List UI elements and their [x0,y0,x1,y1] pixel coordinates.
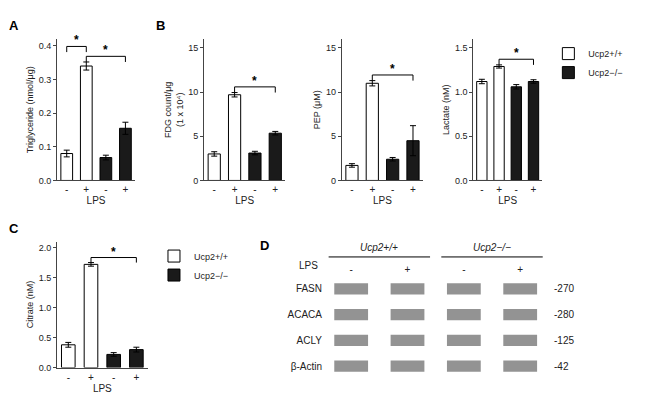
svg-text:-: - [391,184,394,195]
svg-text:-: - [349,264,352,275]
svg-text:0.4: 0.4 [39,41,52,51]
svg-text:Ucp2+/+: Ucp2+/+ [194,252,228,262]
svg-text:A: A [9,18,19,33]
svg-text:10: 10 [188,87,198,97]
svg-text:-: - [462,264,465,275]
svg-text:+: + [272,184,278,195]
svg-text:-270: -270 [554,283,574,294]
svg-text:+: + [410,184,416,195]
svg-text:0.5: 0.5 [455,131,468,141]
svg-text:Ucp2+/+: Ucp2+/+ [588,49,622,59]
svg-text:0.2: 0.2 [39,108,52,118]
svg-text:LPS: LPS [498,195,517,206]
svg-text:5: 5 [193,131,198,141]
svg-text:*: * [252,74,257,88]
svg-text:-: - [350,184,353,195]
svg-text:D: D [260,238,269,253]
svg-text:0.0: 0.0 [39,363,52,373]
svg-text:Ucp2−/−: Ucp2−/− [473,242,511,253]
svg-text:*: * [514,46,519,60]
svg-text:ACLY: ACLY [297,335,323,346]
svg-text:+: + [517,264,523,275]
svg-text:LPS: LPS [373,195,392,206]
svg-text:Lactate (nM): Lactate (nM) [441,85,451,136]
svg-text:-42: -42 [554,361,569,372]
svg-text:*: * [111,245,116,259]
svg-text:Ucp2−/−: Ucp2−/− [588,68,622,78]
svg-text:+: + [88,372,94,383]
svg-text:+: + [122,184,128,195]
svg-text:*: * [103,43,108,57]
svg-text:-: - [104,184,107,195]
svg-text:+: + [496,184,502,195]
svg-text:-125: -125 [554,335,574,346]
svg-text:Ucp2+/+: Ucp2+/+ [360,242,398,253]
svg-text:0.3: 0.3 [39,75,52,85]
svg-text:5: 5 [331,131,336,141]
svg-text:+: + [369,184,375,195]
svg-text:LPS: LPS [235,195,254,206]
svg-text:ACACA: ACACA [288,309,323,320]
svg-text:-: - [65,184,68,195]
svg-text:C: C [9,221,19,236]
svg-text:15: 15 [188,43,198,53]
svg-text:2.0: 2.0 [39,243,52,253]
svg-text:15: 15 [326,43,336,53]
svg-text:+: + [232,184,238,195]
svg-text:+: + [405,264,411,275]
svg-text:0: 0 [331,176,336,186]
svg-text:B: B [156,18,165,33]
svg-text:Triglyceride (nmol/μg): Triglyceride (nmol/μg) [25,66,35,153]
svg-text:-: - [67,372,70,383]
svg-text:1.5: 1.5 [39,273,52,283]
svg-text:0: 0 [193,176,198,186]
svg-text:LPS: LPS [87,195,106,206]
svg-text:1.5: 1.5 [455,43,468,53]
svg-text:1.0: 1.0 [39,303,52,313]
svg-text:PEP (μM): PEP (μM) [312,90,322,129]
svg-text:-280: -280 [554,309,574,320]
svg-text:-: - [112,372,115,383]
svg-text:+: + [83,184,89,195]
svg-text:1.0: 1.0 [455,87,468,97]
svg-text:0.0: 0.0 [39,176,52,186]
svg-text:+: + [133,372,139,383]
svg-text:10: 10 [326,87,336,97]
svg-text:-: - [515,184,518,195]
svg-text:LPS: LPS [93,383,112,394]
svg-text:Ucp2−/−: Ucp2−/− [194,271,228,281]
svg-text:*: * [390,62,395,76]
svg-text:-: - [480,184,483,195]
svg-text:0.0: 0.0 [455,176,468,186]
svg-text:β-Actin: β-Actin [291,361,322,372]
svg-text:*: * [74,33,79,47]
svg-text:0.1: 0.1 [39,142,52,152]
svg-text:+: + [531,184,537,195]
svg-text:0.5: 0.5 [39,333,52,343]
svg-text:Citrate (nM): Citrate (nM) [25,281,35,329]
svg-text:LPS: LPS [299,260,318,271]
svg-text:-: - [253,184,256,195]
svg-text:FDG count/μg(1 x 10⁴): FDG count/μg(1 x 10⁴) [163,82,185,138]
svg-text:FASN: FASN [296,283,322,294]
svg-text:-: - [213,184,216,195]
